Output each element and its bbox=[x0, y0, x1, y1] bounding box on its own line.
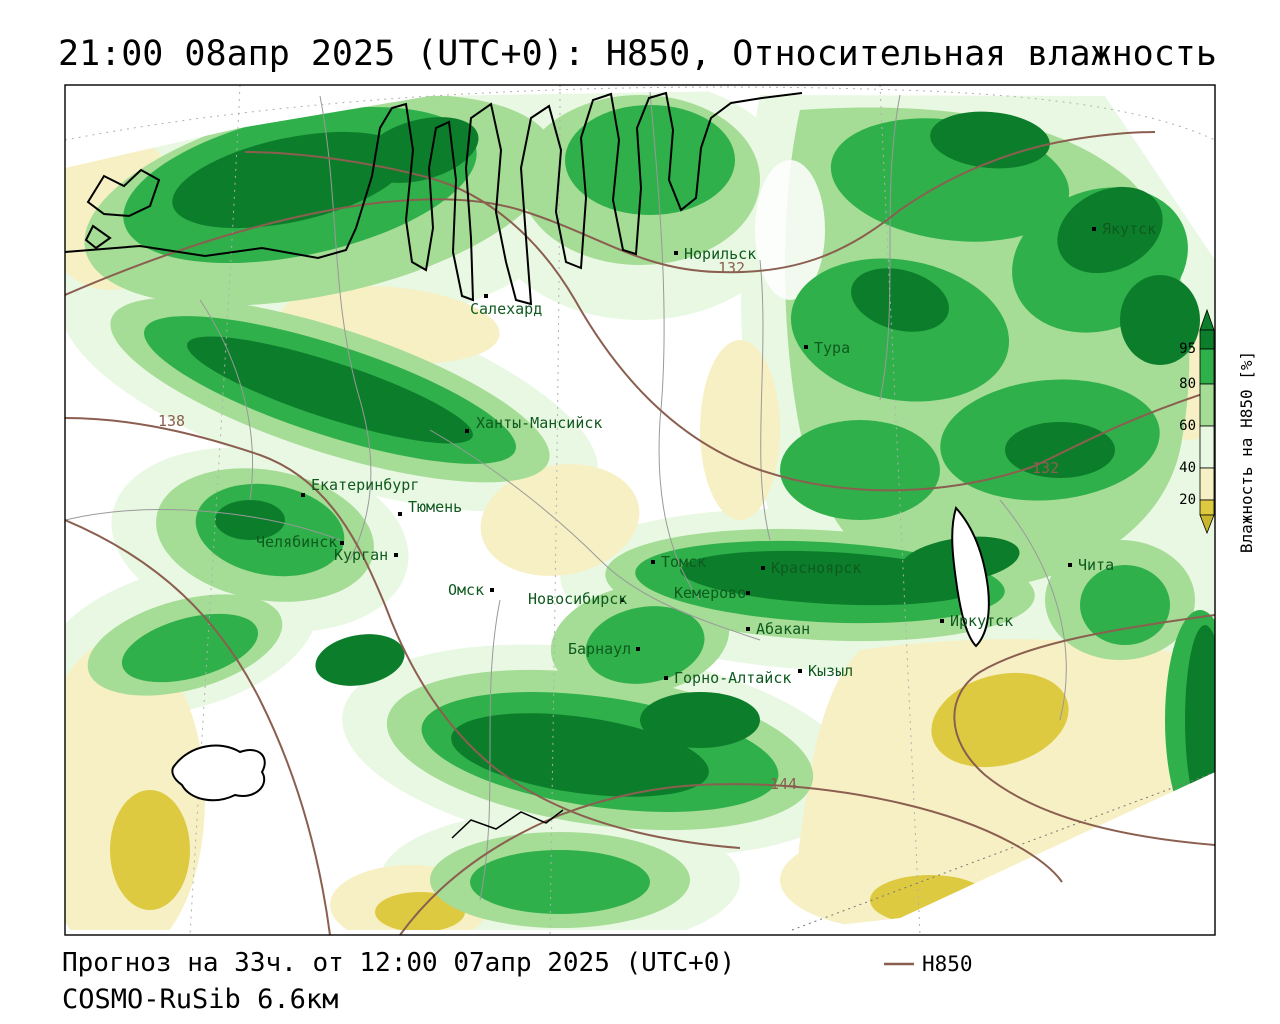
city-marker: Омск bbox=[448, 581, 494, 599]
contour-line-label: H850 bbox=[922, 952, 973, 976]
city-dot bbox=[804, 345, 808, 349]
lake-baikal bbox=[951, 506, 990, 648]
city-dot bbox=[301, 493, 305, 497]
city-dot bbox=[636, 647, 640, 651]
city-dot bbox=[484, 294, 488, 298]
city-label: Абакан bbox=[756, 620, 810, 638]
height-contours bbox=[65, 131, 1215, 935]
city-marker: Барнаул bbox=[568, 640, 640, 658]
city-marker: Красноярск bbox=[761, 559, 861, 577]
city-dot bbox=[1068, 563, 1072, 567]
city-marker: Салехард bbox=[470, 294, 542, 318]
city-dot bbox=[664, 676, 668, 680]
city-label: Тюмень bbox=[408, 498, 462, 516]
city-marker: Якутск bbox=[1092, 220, 1156, 238]
page-title: 21:00 08апр 2025 (UTC+0): H850, Относите… bbox=[58, 34, 1217, 74]
city-marker: Горно-Алтайск bbox=[664, 669, 791, 687]
city-label: Чита bbox=[1078, 556, 1114, 574]
city-marker: Норильск bbox=[674, 245, 756, 263]
city-label: Омск bbox=[448, 581, 484, 599]
city-label: Кемерово bbox=[674, 584, 746, 602]
city-label: Курган bbox=[334, 546, 388, 564]
city-dot bbox=[651, 560, 655, 564]
city-marker: Тюмень bbox=[398, 498, 462, 516]
forecast-info: Прогноз на 33ч. от 12:00 07апр 2025 (UTC… bbox=[62, 948, 736, 978]
city-label: Якутск bbox=[1102, 220, 1156, 238]
city-marker: Иркутск bbox=[940, 612, 1013, 630]
city-label: Горно-Алтайск bbox=[674, 669, 791, 687]
city-dot bbox=[761, 566, 765, 570]
lake bbox=[171, 744, 266, 802]
city-layer: Норильск Салехард Тура Якутск Ханты-Мансийск… bbox=[256, 220, 1156, 687]
city-dot bbox=[674, 251, 678, 255]
legend-tick-labels: 95 80 60 40 20 bbox=[1179, 341, 1196, 508]
legend-title: Влажность на H850 [%] bbox=[1237, 351, 1256, 553]
model-info: COSMO-RuSib 6.6км bbox=[62, 984, 339, 1015]
humidity-field bbox=[65, 90, 1215, 930]
contour-label: 144 bbox=[770, 775, 797, 793]
city-label: Норильск bbox=[684, 245, 756, 263]
city-marker: Ханты-Мансийск bbox=[465, 414, 602, 433]
city-dot bbox=[746, 627, 750, 631]
city-label: Салехард bbox=[470, 300, 542, 318]
legend-colorbar bbox=[1199, 308, 1215, 535]
city-marker: Кызыл bbox=[798, 662, 853, 680]
city-marker: Екатеринбург bbox=[301, 476, 419, 497]
city-label: Челябинск bbox=[256, 533, 337, 551]
city-marker: Курган bbox=[334, 546, 398, 564]
legend-tick-label: 80 bbox=[1179, 376, 1196, 392]
city-label: Иркутск bbox=[950, 612, 1013, 630]
contour-line-legend: H850 bbox=[884, 952, 973, 976]
map-frame bbox=[64, 84, 1216, 936]
city-marker: Абакан bbox=[746, 620, 810, 638]
city-dot bbox=[340, 541, 344, 545]
city-label: Тура bbox=[814, 339, 850, 357]
city-label: Новосибирск bbox=[528, 590, 627, 608]
city-label: Екатеринбург bbox=[311, 476, 419, 494]
city-dot bbox=[940, 619, 944, 623]
coastlines bbox=[65, 91, 990, 839]
city-dot bbox=[798, 669, 802, 673]
city-dot bbox=[1092, 227, 1096, 231]
legend-tick-label: 60 bbox=[1179, 418, 1196, 434]
contour-label: 132 bbox=[1032, 459, 1059, 477]
city-dot bbox=[620, 598, 624, 602]
city-marker: Челябинск bbox=[256, 533, 344, 551]
city-marker: Томск bbox=[651, 553, 706, 571]
admin-boundaries bbox=[65, 91, 1067, 901]
legend-tick-label: 40 bbox=[1179, 460, 1196, 476]
contour-label: 138 bbox=[158, 412, 185, 430]
city-dot bbox=[398, 512, 402, 516]
city-label: Красноярск bbox=[771, 559, 861, 577]
legend-tick-label: 95 bbox=[1179, 341, 1196, 357]
city-dot bbox=[394, 553, 398, 557]
city-label: Барнаул bbox=[568, 640, 631, 658]
city-marker: Чита bbox=[1068, 556, 1114, 574]
city-label: Ханты-Мансийск bbox=[476, 414, 602, 432]
contour-label: 132 bbox=[718, 259, 745, 277]
city-dot bbox=[490, 588, 494, 592]
city-label: Томск bbox=[661, 553, 706, 571]
contour-label-layer: 132 132 138 144 bbox=[158, 259, 1059, 793]
city-marker: Кемерово bbox=[674, 584, 750, 602]
city-dot bbox=[746, 591, 750, 595]
city-label: Кызыл bbox=[808, 662, 853, 680]
city-marker: Тура bbox=[804, 339, 850, 357]
city-marker: Новосибирск bbox=[528, 590, 627, 608]
legend-tick-label: 20 bbox=[1179, 492, 1196, 508]
city-dot bbox=[465, 429, 469, 433]
